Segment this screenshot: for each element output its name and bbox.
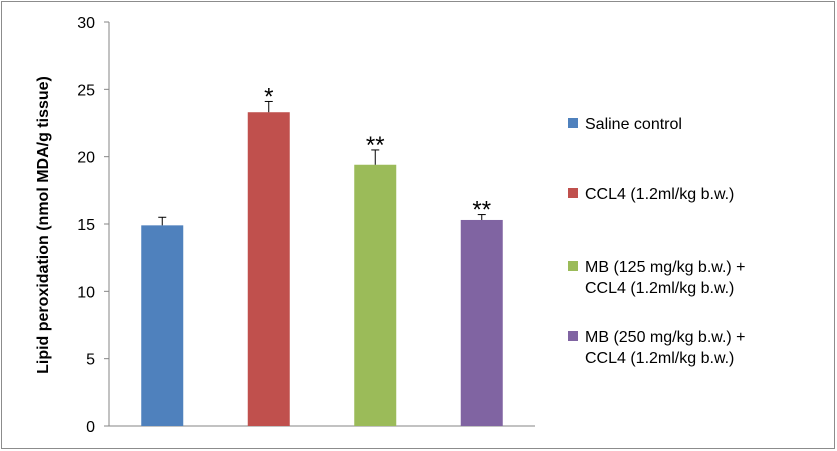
bar (247, 112, 290, 426)
y-tick-label: 15 (77, 217, 95, 234)
legend-label: MB (250 mg/kg b.w.) + (585, 329, 746, 346)
legend-label: MB (125 mg/kg b.w.) + (585, 259, 746, 276)
legend-label: CCL4 (1.2ml/kg b.w.) (585, 186, 734, 203)
legend: Saline control CCL4 (1.2ml/kg b.w.) MB (12… (568, 116, 746, 367)
significance-label: ** (366, 132, 385, 159)
bars: ***** (141, 83, 503, 426)
y-tick-label: 20 (77, 150, 95, 167)
bar (460, 219, 503, 426)
legend-swatch (568, 118, 578, 128)
significance-label: * (264, 83, 273, 110)
y-tick-label: 5 (86, 352, 95, 369)
significance-label: ** (472, 197, 491, 224)
legend-swatch (568, 188, 578, 198)
bar (141, 225, 184, 426)
y-axis-label: Lipid peroxidation (nmol MDA/g tissue) (35, 76, 52, 374)
legend-label: CCL4 (1.2ml/kg b.w.) (585, 350, 734, 367)
y-tick-label: 30 (77, 15, 95, 32)
y-tick-label: 25 (77, 82, 95, 99)
bar (354, 164, 397, 426)
y-tick-label: 0 (86, 419, 95, 436)
legend-label: CCL4 (1.2ml/kg b.w.) (585, 280, 734, 297)
legend-swatch (568, 331, 578, 341)
legend-swatch (568, 261, 578, 271)
legend-label: Saline control (585, 116, 682, 133)
y-tick-label: 10 (77, 284, 95, 301)
